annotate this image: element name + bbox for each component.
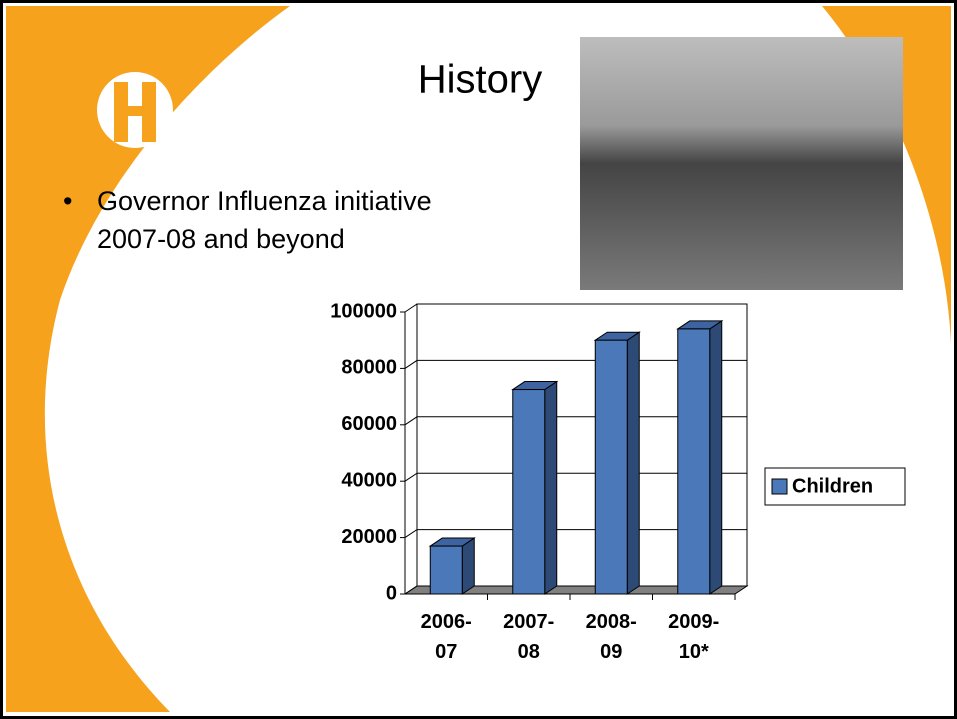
legend-label: Children [792,475,873,497]
x-tick-label: 2007-08 [498,607,560,667]
logo-mark [128,106,142,116]
slide: HEALTH History 0 20000 40000 60000 80000 1000… [0,0,957,719]
y-tick-label: 40000 [341,469,397,491]
x-tick-label: 2006-07 [415,607,477,667]
slide-title: History [418,58,542,102]
bar [595,340,627,594]
legend-swatch [772,479,787,494]
x-tick-label: 2008-09 [580,607,642,667]
logo-mark [114,82,128,142]
logo-text: HEALTH [165,145,223,162]
logo-mark [142,82,156,142]
bar-side [545,382,557,594]
bar [513,390,545,594]
y-tick-label: 0 [386,582,397,604]
y-tick-label: 60000 [341,413,397,435]
bullet: Governor Influenza initiative 2007-08 an… [97,182,447,258]
chart: HEALTH History 0 20000 40000 60000 80000 1000… [0,0,957,719]
y-tick-label: 80000 [341,357,397,379]
photo [580,37,903,290]
bar [430,546,462,594]
y-tick-label: 100000 [330,300,397,322]
y-tick-label: 20000 [341,526,397,548]
bar-side [627,332,639,594]
bar [678,329,710,594]
bar-side [710,321,722,594]
x-tick-label: 2009-10* [663,607,725,667]
bar-side [462,538,474,594]
